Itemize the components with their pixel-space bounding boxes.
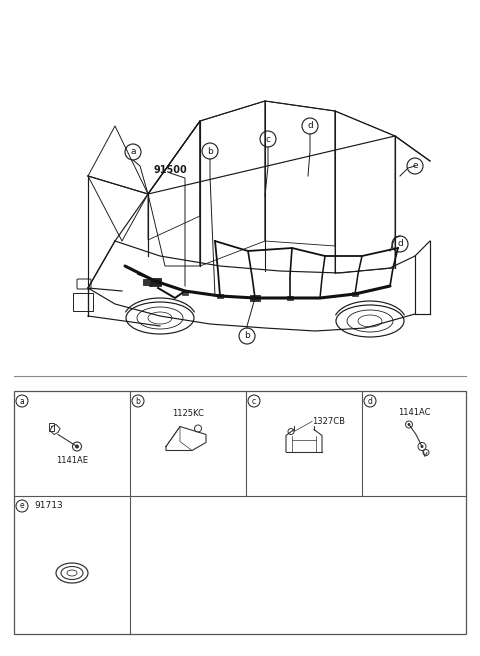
- Text: b: b: [207, 146, 213, 155]
- Text: d: d: [368, 396, 372, 405]
- Text: a: a: [20, 396, 24, 405]
- Text: 1125KC: 1125KC: [172, 409, 204, 418]
- Text: c: c: [252, 396, 256, 405]
- Bar: [287, 296, 293, 300]
- Text: e: e: [412, 161, 418, 171]
- Text: d: d: [397, 239, 403, 249]
- Bar: [49, 422, 54, 430]
- Text: a: a: [130, 148, 136, 157]
- Text: 91713: 91713: [34, 501, 63, 510]
- Bar: [352, 292, 358, 296]
- Circle shape: [420, 445, 423, 448]
- Text: b: b: [135, 396, 141, 405]
- Text: e: e: [20, 501, 24, 510]
- Bar: [14, 391, 466, 634]
- Circle shape: [408, 423, 410, 426]
- Circle shape: [75, 445, 79, 449]
- Text: 1141AE: 1141AE: [56, 456, 88, 465]
- Bar: [250, 295, 260, 301]
- Text: 1141AC: 1141AC: [398, 408, 430, 417]
- Bar: [182, 291, 188, 295]
- Text: b: b: [244, 331, 250, 340]
- Bar: [217, 294, 223, 298]
- Text: 91500: 91500: [153, 165, 187, 175]
- Text: 1327CB: 1327CB: [312, 417, 346, 426]
- Bar: [143, 279, 151, 285]
- Bar: [149, 278, 161, 286]
- Text: d: d: [307, 121, 313, 131]
- Text: c: c: [265, 134, 271, 144]
